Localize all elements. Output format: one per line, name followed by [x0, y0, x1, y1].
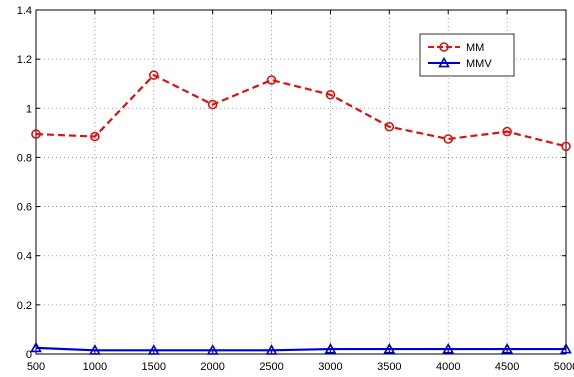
legend-marker-mm [439, 42, 449, 52]
legend-item-mm: MM [428, 42, 484, 54]
data-point-mm [443, 134, 454, 144]
legend: MM MMV [419, 33, 515, 77]
data-point-mmv [324, 342, 337, 354]
axis-ticks: 500 1000 1500 2000 2500 3000 3500 4000 4500 500 0 0… [17, 5, 574, 373]
x-tick-label: 1500 [142, 361, 166, 373]
y-tick-label: 0.2 [17, 300, 32, 312]
data-point-mm [31, 129, 41, 139]
series-mm [31, 70, 571, 152]
legend-label-mmv: MMV [466, 58, 492, 70]
data-point-mm [148, 70, 159, 80]
data-point-mm [207, 99, 218, 110]
data-point-mm [561, 141, 571, 152]
series-line-mmv [35, 346, 566, 352]
data-point-mmv [442, 342, 455, 354]
data-point-mmv [265, 344, 278, 355]
x-tick-label: 4500 [495, 361, 519, 373]
series-mmv [30, 341, 572, 355]
x-tick-label: 2000 [200, 361, 224, 373]
x-tick-label: 4000 [436, 361, 460, 373]
data-point-mm [90, 131, 100, 142]
x-tick-label: 3000 [318, 361, 342, 373]
y-tick-label: 0.8 [17, 152, 32, 164]
legend-item-mmv: MMV [428, 56, 492, 70]
x-tick-label: 3500 [377, 361, 401, 373]
data-point-mmv [206, 344, 219, 355]
y-tick-label: 0.6 [17, 202, 32, 214]
data-point-mmv [560, 342, 572, 354]
legend-box [419, 33, 515, 77]
data-point-mm [325, 89, 336, 100]
x-tick-label: 500 [27, 361, 45, 373]
data-point-mmv [383, 342, 396, 354]
data-point-mm [502, 126, 512, 137]
series-line-mm [35, 73, 567, 148]
x-tick-label: 1000 [83, 361, 107, 373]
legend-marker-mmv [438, 56, 450, 68]
data-point-mmv [89, 344, 101, 355]
grid [36, 10, 566, 354]
data-point-mmv [30, 341, 42, 353]
y-tick-label: 0.4 [17, 251, 32, 263]
y-tick-label: 1.4 [17, 5, 32, 17]
y-tick-label: 1.2 [17, 54, 32, 66]
x-tick-label: 2500 [259, 361, 283, 373]
series-group [30, 70, 572, 355]
data-point-mmv [501, 342, 513, 354]
y-tick-label: 0 [26, 349, 32, 361]
data-point-mmv [147, 344, 160, 355]
legend-label-mm: MM [466, 42, 484, 54]
plot-area [35, 9, 567, 355]
data-point-mm [384, 121, 395, 132]
y-tick-label: 1 [26, 103, 32, 115]
data-point-mm [266, 75, 277, 85]
